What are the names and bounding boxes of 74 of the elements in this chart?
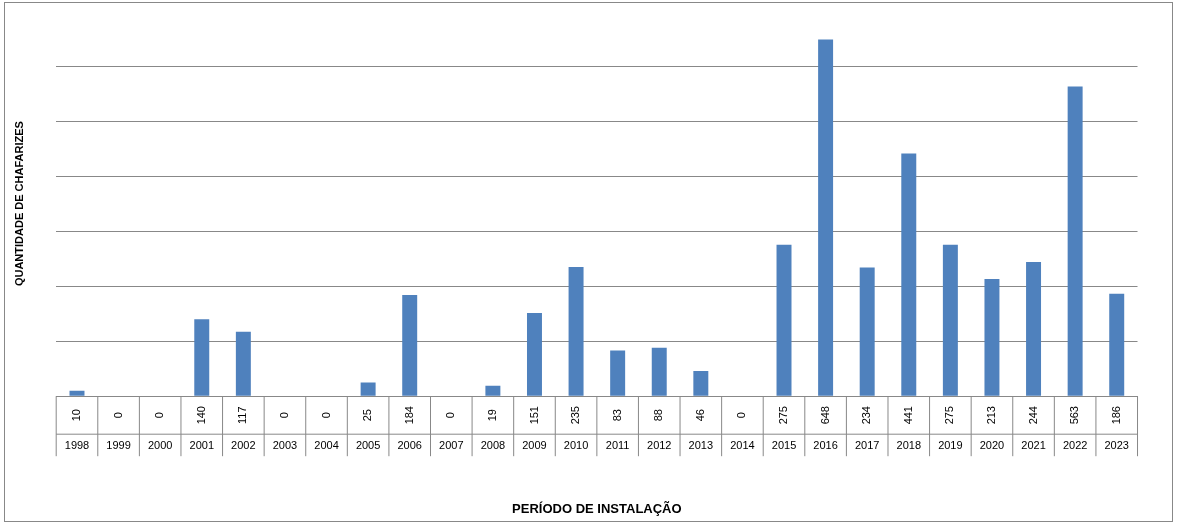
bar (360, 382, 376, 396)
x-axis-title: PERÍODO DE INSTALAÇÃO (512, 500, 682, 516)
bar (1109, 293, 1125, 396)
data-label: 117 (236, 406, 249, 424)
bar (651, 347, 667, 396)
x-tick-label: 2001 (189, 438, 214, 451)
x-tick-label: 2023 (1104, 438, 1129, 451)
data-label: 46 (693, 409, 706, 422)
x-tick-label: 2002 (231, 438, 256, 451)
data-label: 275 (943, 406, 956, 425)
bar (610, 350, 626, 396)
data-label: 151 (527, 406, 540, 425)
x-tick-label: 2015 (771, 438, 797, 451)
x-tick-label: 2012 (647, 438, 672, 451)
data-label: 0 (735, 412, 748, 419)
data-label: 0 (277, 412, 290, 419)
x-tick-label: 2022 (1062, 438, 1088, 451)
x-tick-label: 1999 (106, 438, 131, 451)
data-label: 441 (901, 406, 914, 425)
data-label: 213 (984, 406, 997, 425)
data-label: 0 (444, 412, 457, 419)
x-tick-label: 2018 (896, 438, 922, 451)
bar (818, 39, 834, 396)
bar (69, 390, 85, 396)
bar (776, 244, 792, 396)
x-tick-label: 2021 (1021, 438, 1046, 451)
bar (901, 153, 917, 396)
data-label: 563 (1068, 406, 1081, 425)
x-tick-label: 2013 (688, 438, 714, 451)
data-label: 244 (1026, 406, 1039, 425)
x-tick-label: 2004 (314, 438, 339, 451)
data-label: 275 (777, 406, 790, 425)
bar (1067, 86, 1083, 396)
bar (526, 313, 542, 396)
x-tick-label: 2019 (938, 438, 963, 451)
data-label: 140 (194, 406, 207, 425)
bar (1026, 261, 1042, 396)
data-label: 235 (569, 406, 582, 425)
x-tick-label: 2010 (563, 438, 589, 451)
x-tick-label: 2017 (854, 438, 880, 451)
x-tick-label: 2011 (605, 438, 630, 451)
data-label: 83 (610, 409, 623, 422)
bar (693, 370, 709, 396)
bar (568, 266, 584, 396)
data-label: 0 (153, 412, 166, 419)
bar (859, 267, 875, 396)
x-tick-label: 2020 (979, 438, 1005, 451)
data-label: 186 (1109, 406, 1122, 425)
bar (942, 244, 958, 396)
data-label: 0 (319, 412, 332, 419)
x-tick-label: 2014 (730, 438, 755, 451)
x-tick-label: 2000 (147, 438, 173, 451)
x-tick-label: 2005 (355, 438, 381, 451)
bar (402, 294, 418, 396)
x-tick-label: 2008 (480, 438, 506, 451)
data-label: 25 (361, 409, 374, 422)
data-label: 234 (860, 406, 873, 425)
bar (235, 331, 251, 396)
x-tick-label: 2003 (272, 438, 298, 451)
data-label: 0 (111, 412, 124, 419)
data-label: 19 (485, 409, 498, 422)
bar (485, 385, 501, 396)
bar (194, 319, 210, 396)
x-tick-label: 2007 (439, 438, 464, 451)
x-tick-label: 1998 (64, 438, 90, 451)
bar (984, 278, 1000, 396)
y-axis-title: QUANTIDADE DE CHAFARIZES (12, 121, 25, 287)
x-tick-label: 2009 (522, 438, 547, 451)
data-label: 648 (818, 406, 831, 425)
data-label: 184 (402, 406, 415, 425)
data-label: 88 (652, 409, 665, 422)
x-tick-label: 2006 (397, 438, 422, 451)
data-label: 10 (70, 409, 83, 422)
x-tick-label: 2016 (813, 438, 838, 451)
